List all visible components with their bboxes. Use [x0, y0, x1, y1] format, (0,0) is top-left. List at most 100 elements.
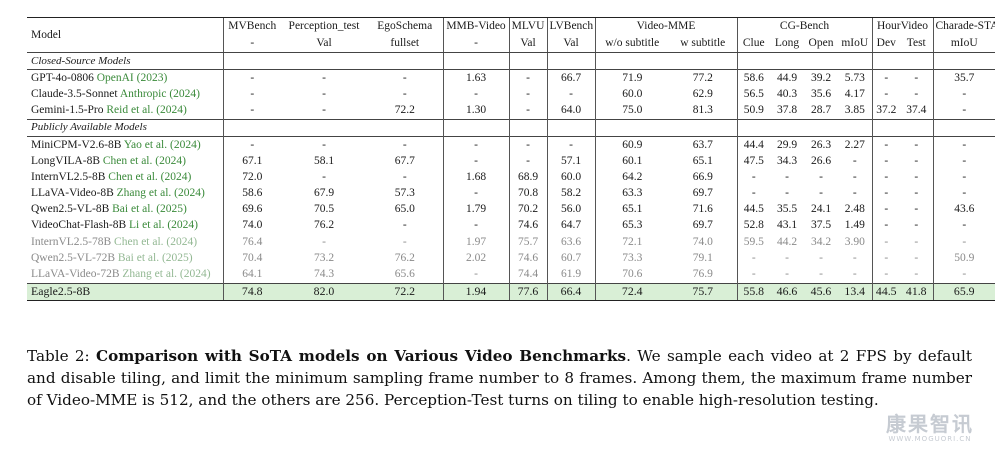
- table-cell: -: [914, 87, 919, 100]
- table-cell: 43.1: [776, 219, 798, 232]
- table-row: VideoChat-Flash-8B Li et al. (2024) 74.0 7…: [27, 217, 995, 235]
- table-cell: 3.85: [844, 104, 865, 117]
- table-cell: -: [932, 135, 995, 154]
- citation-close: ): [200, 187, 205, 200]
- table-cell: 4.17: [844, 87, 865, 100]
- table-cell: 67.1: [222, 153, 281, 170]
- table-cell: -: [222, 135, 281, 154]
- table-cell: 35.6: [810, 87, 832, 100]
- table-cell: 34.2: [810, 235, 832, 248]
- table-cell: 63.7: [669, 135, 737, 154]
- citation-link[interactable]: OpenAI (2023): [97, 72, 168, 84]
- model-name: MiniCPM-V2.6-8B: [31, 138, 122, 151]
- model-name: VideoChat-Flash-8B: [31, 219, 127, 232]
- model-name: Gemini-1.5-Pro: [31, 104, 104, 117]
- citation-link[interactable]: Bai et al. (2025): [112, 203, 187, 215]
- table-cell: -: [900, 135, 933, 154]
- table-cell: 71.6: [692, 203, 713, 216]
- table-cell: 57.3: [394, 187, 415, 200]
- citation-year: 2024: [164, 170, 188, 183]
- table-cell: -: [508, 69, 547, 87]
- citation-close: ): [188, 251, 193, 264]
- citation-close: ): [196, 138, 201, 151]
- table-cell: 70.2: [508, 201, 547, 218]
- table-row: GPT-4o-0806 OpenAI (2023) - - -1.63-66.7 71.…: [27, 69, 995, 87]
- table-row: Qwen2.5-VL-8B Bai et al. (2025) 69.6 70.5 6…: [27, 201, 995, 218]
- table-cell: -: [914, 219, 919, 232]
- table-cell: 77.2: [669, 69, 737, 87]
- table-cell: 67.9: [313, 187, 335, 200]
- table-cell: 64.0: [546, 102, 595, 120]
- table-cell: 1.63: [442, 69, 509, 87]
- citation-link[interactable]: Bai et al. (2025): [118, 252, 193, 264]
- table-cell: 74.4: [508, 266, 547, 284]
- model-name-cell: LLaVA-Video-72B Zhang et al. (2024): [27, 266, 223, 283]
- table-cell: 74.0: [222, 217, 281, 235]
- table-cell: -: [222, 102, 281, 120]
- table-cell: 72.2: [367, 282, 443, 301]
- citation-link[interactable]: Chen et al. (2024): [114, 236, 197, 248]
- table-cell: -: [322, 170, 326, 183]
- table-cell: 76.2: [313, 219, 335, 232]
- table-cell: -: [852, 268, 857, 281]
- table-cell: 1.79: [442, 201, 509, 218]
- table-cell: 66.4: [546, 282, 595, 301]
- table-cell: -: [852, 154, 857, 167]
- empty-cell: [871, 51, 900, 70]
- citation-authors: Bai et al. (: [117, 251, 166, 264]
- empty-cell: [594, 51, 669, 70]
- table-cell: -: [322, 87, 326, 100]
- col-subheader: Val: [546, 35, 595, 53]
- col-header-mvbench: MVBench: [222, 17, 281, 35]
- col-subheader: -: [222, 35, 281, 53]
- citation-link[interactable]: Chen et al. (2024): [103, 155, 186, 167]
- col-header-lvbench: LVBench: [546, 17, 595, 35]
- empty-cell: [508, 51, 547, 70]
- col-subheader: Val: [508, 35, 547, 53]
- table-cell: 79.1: [692, 251, 713, 264]
- citation-close: ): [163, 71, 168, 84]
- citation-link[interactable]: Zhang et al. (2024): [117, 187, 205, 199]
- citation-link[interactable]: Chen et al. (2024): [108, 171, 191, 183]
- citation-link[interactable]: Yao et al. (2024): [124, 139, 201, 151]
- table-row: Gemini-1.5-Pro Reid et al. (2024) - -72.2 1…: [27, 102, 995, 120]
- empty-cell: [367, 51, 443, 70]
- table-cell: 1.68: [442, 169, 509, 186]
- table-cell: -: [785, 268, 789, 281]
- citation-link[interactable]: Zhang et al. (2024): [122, 268, 210, 280]
- col-subheader: Open: [804, 35, 838, 53]
- table-cell: 56.0: [546, 201, 595, 218]
- table-cell: -: [932, 185, 995, 202]
- table-cell: 70.5: [313, 203, 335, 216]
- caption-title: Comparison with SoTA models on Various V…: [95, 347, 627, 365]
- citation-authors: Zhang et al. (: [122, 268, 184, 281]
- table-cell: 67.7: [394, 154, 415, 167]
- table-cell: 28.7: [810, 104, 832, 117]
- empty-cell: [736, 118, 770, 137]
- table-cell: 50.9: [932, 250, 995, 267]
- table-cell: 44.4: [736, 135, 770, 154]
- table-cell: 2.48: [844, 203, 865, 216]
- citation-link[interactable]: Anthropic (2024): [120, 88, 200, 100]
- citation-link[interactable]: Li et al. (2024): [129, 219, 198, 231]
- table-cell: 62.9: [692, 87, 713, 100]
- col-header-cg-bench: CG-Bench: [736, 17, 872, 35]
- table-cell: 75.7: [508, 234, 547, 251]
- table-cell: 55.8: [736, 282, 770, 301]
- table-row: LLaVA-Video-72B Zhang et al. (2024) 64.1 7…: [27, 266, 995, 284]
- citation-link[interactable]: Reid et al. (2024): [106, 104, 187, 116]
- table-cell: 77.6: [508, 282, 547, 301]
- table-cell: 57.1: [546, 153, 595, 170]
- table-cell: -: [871, 153, 900, 170]
- table-cell: -: [442, 185, 509, 202]
- table-cell: 60.7: [546, 250, 595, 267]
- table-cell: 69.7: [692, 219, 713, 232]
- table-cell: 63.6: [546, 234, 595, 251]
- table-cell: -: [871, 234, 900, 251]
- table-cell: 70.8: [508, 185, 547, 202]
- table-cell: 58.6: [222, 185, 281, 202]
- table-cell: -: [819, 187, 823, 200]
- citation-year: 2024: [173, 87, 197, 100]
- watermark-logo: 康果智讯 WWW.MOGUORI.CN: [870, 413, 990, 447]
- citation-close: ): [183, 104, 187, 117]
